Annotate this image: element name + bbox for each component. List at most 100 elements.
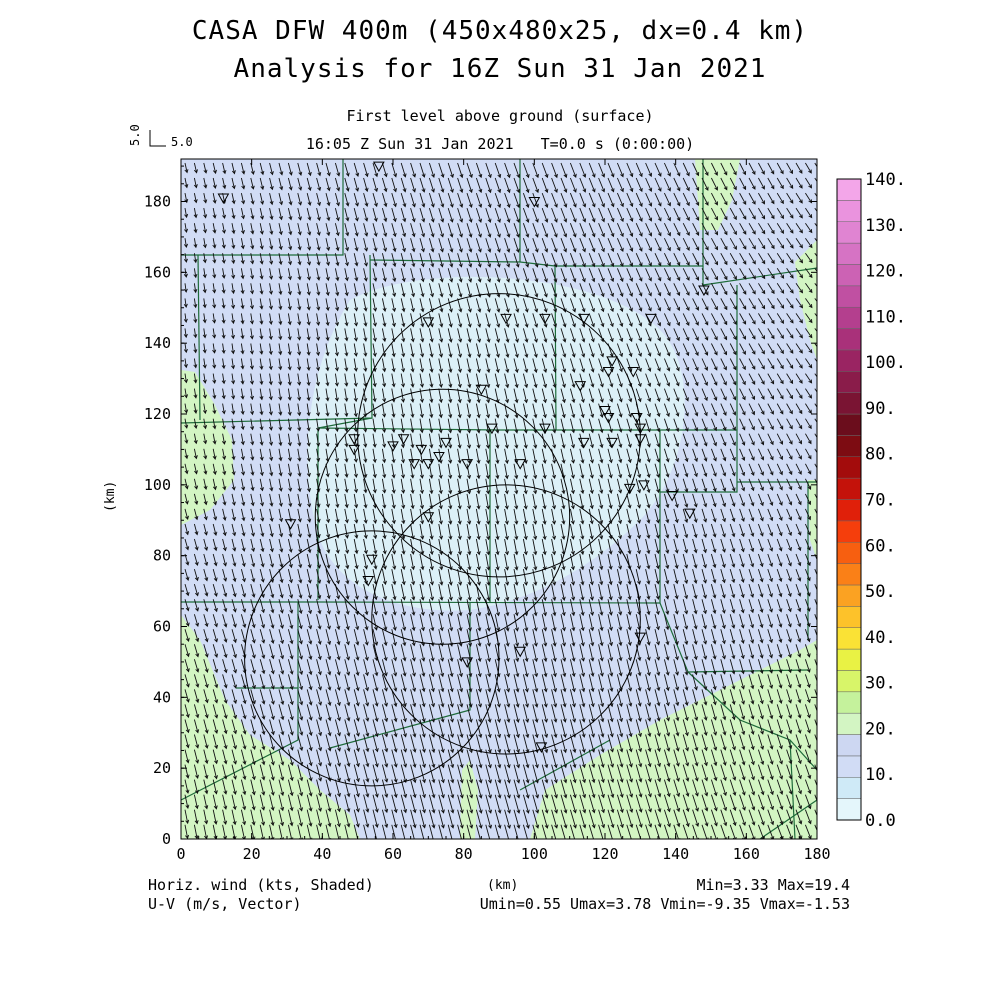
colorbar-swatch: [836, 670, 862, 693]
colorbar-frame: [836, 178, 862, 821]
colorbar-swatch: [836, 435, 862, 458]
colorbar-swatch: [836, 627, 862, 650]
uv-stats: Umin=0.55 Umax=3.78 Vmin=-9.35 Vmax=-1.5…: [479, 895, 850, 913]
station-marker: [645, 313, 657, 325]
colorbar-label: 120.: [865, 262, 906, 282]
colorbar-swatch: [836, 584, 862, 607]
colorbar-label: 130.: [865, 216, 906, 236]
station-marker: [422, 512, 435, 523]
colorbar-label: 10.: [865, 765, 896, 785]
station-marker: [602, 413, 615, 424]
colorbar-swatch: [836, 456, 862, 479]
station-marker: [514, 646, 527, 658]
colorbar-label: 80.: [865, 445, 896, 465]
station-marker: [666, 490, 678, 502]
colorbar-swatch: [836, 691, 862, 714]
y-tick-label: 160: [144, 263, 171, 281]
station-marker: [577, 437, 590, 449]
station-marker: [606, 356, 618, 367]
colorbar-swatch: [836, 264, 862, 287]
colorbar-swatch: [836, 328, 862, 351]
station-marker: [630, 413, 643, 424]
y-tick-label: 120: [144, 405, 171, 423]
station-marker: [606, 437, 618, 449]
station-marker: [514, 459, 527, 470]
station-marker: [284, 519, 297, 530]
x-tick-label: 180: [803, 845, 830, 863]
y-tick-label: 20: [153, 759, 171, 777]
station-marker: [602, 367, 615, 378]
plot-title: CASA DFW 400m (450x480x25, dx=0.4 km): [191, 16, 809, 46]
y-tick-label: 0: [162, 830, 171, 848]
station-marker: [415, 444, 428, 456]
x-tick-label: 100: [521, 845, 548, 863]
ref-vector-icon: [149, 130, 166, 147]
station-marker: [627, 367, 640, 378]
x-tick-label: 40: [313, 845, 331, 863]
station-marker: [362, 575, 375, 587]
station-marker: [577, 313, 590, 325]
colorbar-swatch: [836, 178, 862, 201]
colorbar-swatch: [836, 712, 862, 735]
colorbar-label: 40.: [865, 628, 896, 648]
station-marker: [387, 441, 399, 452]
colorbar-label: 70.: [865, 491, 896, 511]
axes: 0 20 40 60 80 100 120 140 160 180 0 20 40 60 80 100 120 1…: [144, 159, 831, 863]
shaded-field-caption: Horiz. wind (kts, Shaded): [148, 876, 374, 894]
colorbar-label: 0.0: [865, 811, 896, 831]
x-tick-label: 20: [243, 845, 261, 863]
colorbar-swatch: [836, 777, 862, 799]
x-tick-label: 120: [591, 845, 618, 863]
vector-field-caption: U-V (m/s, Vector): [148, 895, 302, 913]
x-tick-label: 0: [176, 845, 185, 863]
station-marker: [408, 459, 421, 470]
colorbar-swatch: [836, 285, 862, 308]
station-marker: [683, 508, 696, 520]
high-speed-region-west: [181, 370, 234, 525]
high-speed-region-southwest: [181, 615, 360, 839]
y-tick-label: 180: [144, 193, 171, 211]
station-marker: [574, 381, 587, 392]
colorbar-label: 100.: [865, 353, 906, 373]
colorbar-label: 30.: [865, 674, 896, 694]
colorbar-swatch: [836, 242, 862, 265]
colorbar-swatch: [836, 392, 862, 415]
colorbar-swatch: [836, 477, 862, 500]
colorbar: 0.0 10. 20. 30. 40. 50. 60. 70. 80. 90. 100. 110. 12…: [836, 170, 906, 831]
station-marker: [461, 657, 474, 668]
station-marker: [373, 161, 385, 173]
y-tick-label: 80: [153, 547, 171, 565]
colorbar-swatch: [836, 755, 862, 778]
colorbar-swatch: [836, 371, 862, 393]
station-marker: [698, 285, 710, 297]
y-tick-label: 60: [153, 618, 171, 636]
station-marker: [440, 437, 452, 449]
valid-time: 16:05 Z Sun 31 Jan 2021: [305, 135, 514, 153]
min-max-stats: Min=3.33 Max=19.4: [696, 876, 850, 894]
ref-vector-label: 5.0: [171, 135, 193, 149]
colorbar-swatch: [836, 499, 862, 522]
high-speed-region-south-tongue: [460, 760, 478, 839]
colorbar-swatch: [836, 606, 862, 628]
x-tick-label: 160: [733, 845, 760, 863]
station-marker: [217, 193, 230, 204]
station-marker: [535, 742, 548, 753]
colorbar-swatch: [836, 648, 862, 671]
station-marker: [433, 452, 445, 463]
station-marker: [539, 313, 551, 325]
colorbar-swatch: [836, 734, 862, 757]
colorbar-swatch: [836, 413, 862, 436]
colorbar-swatch: [836, 306, 862, 329]
wind-vector-field: [183, 162, 817, 839]
colorbar-swatch: [836, 563, 862, 586]
station-markers: [217, 161, 710, 753]
colorbar-swatch: [836, 200, 862, 222]
colorbar-swatch: [836, 221, 862, 244]
analysis-time-title: Analysis for 16Z Sun 31 Jan 2021: [233, 54, 767, 84]
colorbar-label: 90.: [865, 399, 896, 419]
wind-vector-arrows: [183, 162, 817, 839]
station-marker: [599, 405, 611, 417]
station-marker: [475, 384, 488, 396]
station-marker: [634, 423, 647, 435]
